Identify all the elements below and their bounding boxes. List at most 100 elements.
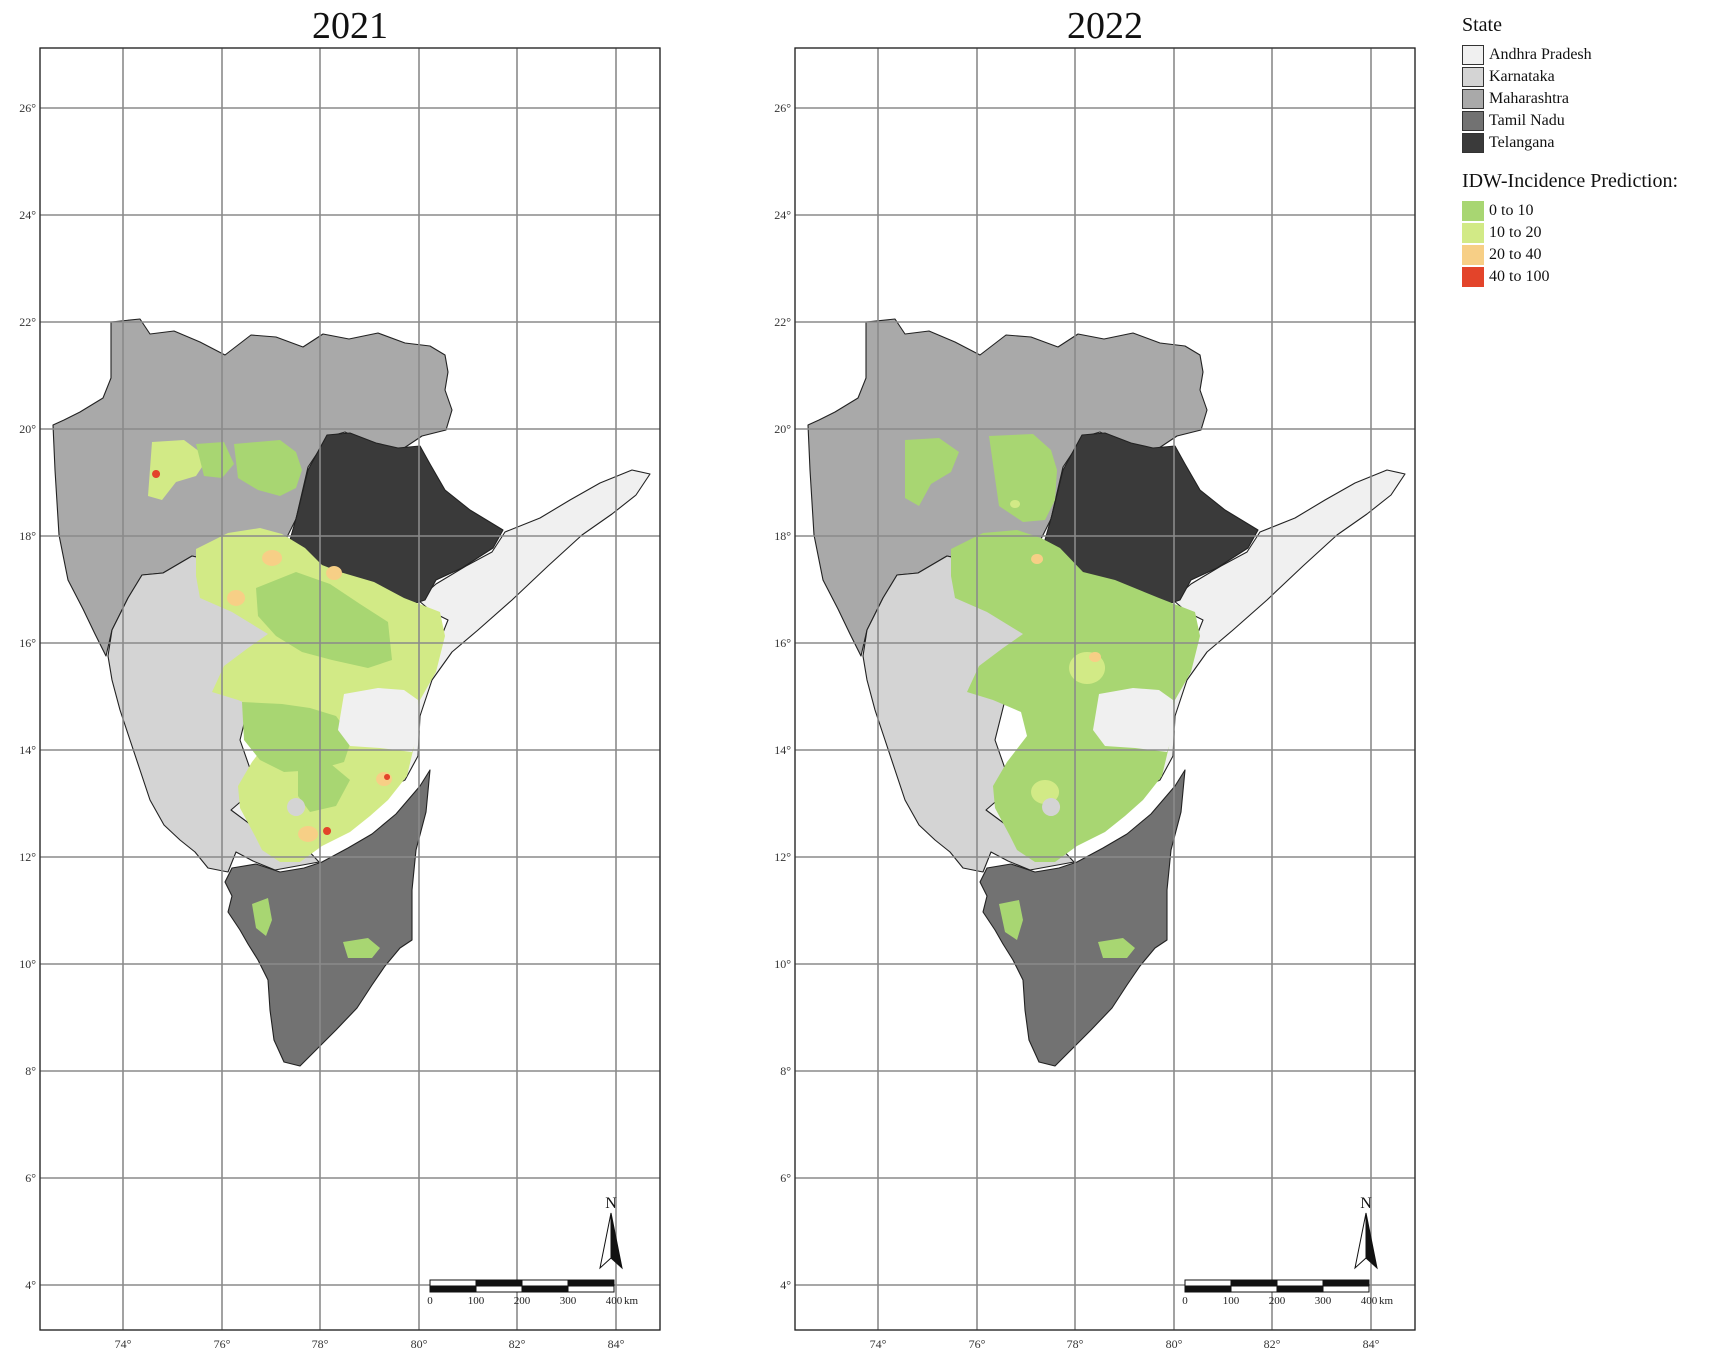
legend-item: 20 to 40 <box>1462 244 1712 266</box>
legend-label: Tamil Nadu <box>1489 112 1565 129</box>
andhra-enclave <box>338 688 420 752</box>
lat-label: 20° <box>774 422 791 436</box>
scale-label: 300 <box>560 1295 577 1307</box>
state-tamilnadu <box>224 769 431 1067</box>
lat-label: 6° <box>25 1171 36 1185</box>
legend-item: 40 to 100 <box>1462 266 1712 288</box>
scale-segment <box>567 1279 615 1287</box>
idw-zone <box>227 590 246 606</box>
lat-label: 16° <box>774 636 791 650</box>
lat-label: 22° <box>19 315 36 329</box>
legend-swatch-0-10 <box>1462 201 1484 221</box>
lat-label: 22° <box>774 315 791 329</box>
legend-swatch-maharashtra <box>1462 89 1484 109</box>
idw-zone <box>1098 938 1135 958</box>
legend-swatch-10-20 <box>1462 223 1484 243</box>
north-label: N <box>605 1195 617 1212</box>
lon-label: 82° <box>509 1337 526 1351</box>
lon-label: 80° <box>411 1337 428 1351</box>
scale-segment <box>1276 1279 1324 1287</box>
legend-swatch-telangana <box>1462 133 1484 153</box>
scale-segment <box>567 1285 615 1293</box>
idw-zone <box>1031 780 1060 804</box>
lon-label: 82° <box>1264 1337 1281 1351</box>
lat-label: 16° <box>19 636 36 650</box>
legend-label: 20 to 40 <box>1489 246 1542 263</box>
lat-label: 18° <box>19 529 36 543</box>
scale-bar: 0 100 200 300 400 km <box>1182 1279 1394 1307</box>
legend-item: 10 to 20 <box>1462 222 1712 244</box>
map-2022: 4° 6° 8° 10° 12° 14° 16° 18° 20° 22° 24° 26° 74° 76° 7… <box>774 47 1416 1351</box>
lat-label: 26° <box>774 101 791 115</box>
scale-unit-label: km <box>624 1295 639 1307</box>
scale-segment <box>1230 1285 1278 1293</box>
scale-unit-label: km <box>1379 1295 1394 1307</box>
scale-segment <box>521 1279 569 1287</box>
legend-label: Andhra Pradesh <box>1489 46 1592 63</box>
idw-zone <box>323 827 332 835</box>
scale-segment <box>1230 1279 1278 1287</box>
lat-label: 14° <box>19 743 36 757</box>
idw-zone <box>148 440 208 500</box>
karnataka-enclave <box>287 798 306 816</box>
legend-label: Telangana <box>1489 134 1555 151</box>
lon-label: 78° <box>1067 1337 1084 1351</box>
lon-label: 78° <box>312 1337 329 1351</box>
idw-zone <box>256 572 392 668</box>
idw-zone <box>326 566 343 580</box>
idw-zone <box>384 774 391 780</box>
scale-segment <box>1322 1285 1370 1293</box>
legend-item: Karnataka <box>1462 66 1712 88</box>
idw-zone <box>152 470 161 478</box>
lat-label: 10° <box>19 957 36 971</box>
lat-label: 20° <box>19 422 36 436</box>
andhra-enclave <box>1093 688 1175 752</box>
scale-label: 0 <box>1182 1295 1188 1307</box>
scale-segment <box>429 1279 477 1287</box>
scale-segment <box>521 1285 569 1293</box>
scale-label: 100 <box>468 1295 485 1307</box>
scale-label: 200 <box>514 1295 531 1307</box>
graticule: 4° 6° 8° 10° 12° 14° 16° 18° 20° 22° 24° 26° 74° 76° 7… <box>19 48 660 1351</box>
north-label: N <box>1360 1195 1372 1212</box>
legend-state-list: Andhra Pradesh Karnataka Maharashtra Tam… <box>1462 44 1712 154</box>
lon-label: 84° <box>608 1337 625 1351</box>
lon-label: 74° <box>870 1337 887 1351</box>
map-title-2021: 2021 <box>312 5 388 47</box>
map-title-2022: 2022 <box>1067 5 1143 47</box>
idw-zone <box>1089 652 1102 662</box>
scale-label: 100 <box>1223 1295 1240 1307</box>
scale-bar: 0 100 200 300 400 km <box>427 1279 639 1307</box>
legend-swatch-20-40 <box>1462 245 1484 265</box>
scale-segment <box>429 1285 477 1293</box>
legend-label: 40 to 100 <box>1489 268 1550 285</box>
state-tamilnadu <box>979 769 1186 1067</box>
idw-zone <box>298 826 319 842</box>
legend-label: 10 to 20 <box>1489 224 1542 241</box>
map-border <box>794 47 1416 1331</box>
idw-zone <box>999 900 1023 940</box>
idw-zone <box>196 442 234 478</box>
scale-segment <box>475 1285 523 1293</box>
idw-zone <box>905 438 959 506</box>
scale-label: 300 <box>1315 1295 1332 1307</box>
legend-item: Tamil Nadu <box>1462 110 1712 132</box>
map-2021: 4° 6° 8° 10° 12° 14° 16° 18° 20° 22° 24° 26° 74° 76° 7… <box>19 47 661 1351</box>
scale-label: 0 <box>427 1295 433 1307</box>
lon-label: 80° <box>1166 1337 1183 1351</box>
lon-label: 76° <box>214 1337 231 1351</box>
legend-item: Telangana <box>1462 132 1712 154</box>
karnataka-enclave <box>1042 798 1061 816</box>
scale-segment <box>1184 1279 1232 1287</box>
idw-zone <box>262 550 283 566</box>
map-panel-2022: 4° 6° 8° 10° 12° 14° 16° 18° 20° 22° 24° 26° 74° 76° 7… <box>755 0 1445 1357</box>
scale-label: 400 <box>1361 1295 1378 1307</box>
legend-swatch-tamil-nadu <box>1462 111 1484 131</box>
idw-zone <box>234 440 302 496</box>
lat-label: 10° <box>774 957 791 971</box>
legend-state-title: State <box>1462 14 1502 36</box>
legend-label: Karnataka <box>1489 68 1555 85</box>
lat-label: 26° <box>19 101 36 115</box>
lat-label: 12° <box>19 850 36 864</box>
lat-label: 14° <box>774 743 791 757</box>
